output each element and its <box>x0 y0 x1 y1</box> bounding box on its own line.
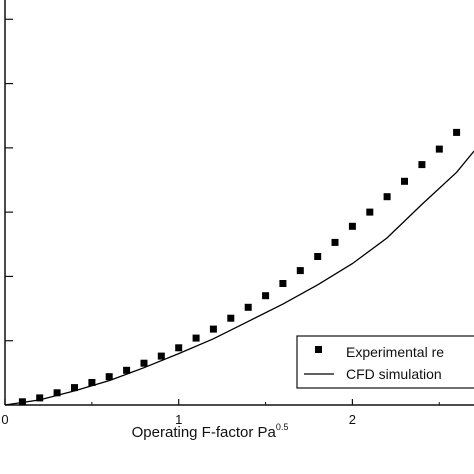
legend-box <box>296 335 474 389</box>
experimental-data-point <box>366 208 374 216</box>
experimental-data-point <box>453 128 461 136</box>
plot-frame <box>4 0 474 406</box>
x-axis-ticks: 0 1 2 <box>1 399 440 427</box>
experimental-data-point <box>123 366 131 374</box>
x-axis-title-main: Operating F-factor Pa <box>132 424 277 441</box>
experimental-data-point <box>383 193 391 201</box>
legend-label-experimental: Experimental re <box>346 344 444 360</box>
legend-marker-experimental <box>315 346 322 353</box>
experimental-data-point <box>140 359 148 367</box>
experimental-data-point <box>88 379 96 386</box>
experimental-data-point <box>314 253 322 260</box>
experimental-data-point <box>331 238 339 246</box>
x-tick-label: 2 <box>349 412 356 427</box>
experimental-data-point <box>262 292 270 300</box>
experimental-data-point <box>192 334 200 342</box>
experimental-data-point <box>435 145 443 153</box>
series-layer <box>4 128 474 406</box>
x-axis-title-exponent: 0.5 <box>276 422 289 432</box>
experimental-data-point <box>175 344 183 352</box>
experimental-data-point <box>53 389 61 397</box>
experimental-data-point <box>418 161 426 169</box>
experimental-data-point <box>401 177 408 185</box>
experimental-data-point <box>36 394 44 402</box>
experimental-data-point <box>244 303 252 311</box>
experimental-data-point <box>296 267 304 275</box>
x-axis-title: Operating F-factor Pa0.5 <box>132 422 289 441</box>
legend: Experimental re CFD simulation <box>296 335 474 389</box>
cfd-simulation-line <box>4 150 474 406</box>
experimental-data-point <box>18 398 26 406</box>
experimental-data-point <box>209 325 217 333</box>
experimental-data-point <box>227 314 235 322</box>
legend-label-cfd: CFD simulation <box>346 366 442 382</box>
experimental-data-point <box>105 373 113 381</box>
experimental-data-point <box>279 280 287 287</box>
x-tick-label: 0 <box>1 412 8 427</box>
x-tick-label: 1 <box>175 412 182 427</box>
experimental-data-point <box>71 384 78 392</box>
experimental-data-point <box>348 222 356 230</box>
experimental-data-point <box>157 352 165 360</box>
y-axis-ticks <box>5 18 13 342</box>
